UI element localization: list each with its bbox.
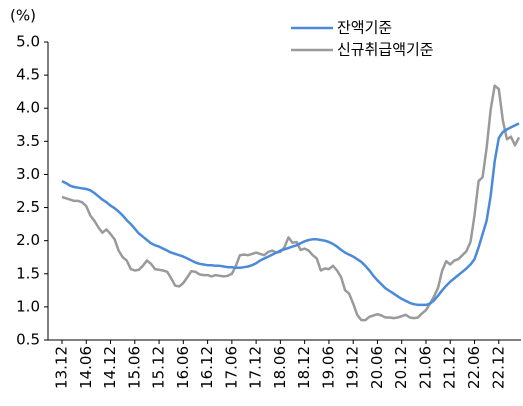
y-tick-label: 2.5: [16, 198, 40, 216]
series-line: [61, 84, 521, 322]
x-tick-label: 19.06: [319, 346, 337, 389]
x-tick-label: 16.06: [174, 346, 192, 389]
y-tick-label: 2.0: [16, 231, 40, 249]
y-tick-label: 5.0: [16, 33, 40, 51]
x-tick-label: 22.06: [465, 346, 483, 389]
x-tick-label: 15.06: [125, 346, 143, 389]
x-tick-label: 14.12: [101, 346, 119, 389]
y-axis-label: (%): [10, 7, 36, 25]
y-tick-label: 0.5: [16, 331, 40, 349]
x-tick-label: 14.06: [77, 346, 95, 389]
x-tick-label: 15.12: [150, 346, 168, 389]
y-tick-label: 1.5: [16, 264, 40, 282]
x-tick-label: 20.12: [392, 346, 410, 389]
x-tick-label: 21.06: [416, 346, 434, 389]
x-tick-label: 13.12: [53, 346, 71, 389]
x-tick-label: 16.12: [198, 346, 216, 389]
x-tick-label: 18.06: [271, 346, 289, 389]
x-tick-label: 17.06: [222, 346, 240, 389]
y-tick-label: 1.0: [16, 297, 40, 315]
y-tick-label: 4.5: [16, 66, 40, 84]
series-line: [61, 122, 520, 307]
x-tick-label: 17.12: [247, 346, 265, 389]
x-tick-label: 19.12: [344, 346, 362, 389]
y-tick-label: 4.0: [16, 99, 40, 117]
x-tick-label: 21.12: [441, 346, 459, 389]
legend-label: 신규취급액기준: [337, 41, 434, 59]
y-tick-label: 3.0: [16, 165, 40, 183]
legend-label: 잔액기준: [337, 19, 392, 37]
x-tick-label: 18.12: [295, 346, 313, 389]
y-tick-label: 3.5: [16, 132, 40, 150]
x-tick-label: 20.06: [368, 346, 386, 389]
x-tick-label: 22.12: [489, 346, 507, 389]
